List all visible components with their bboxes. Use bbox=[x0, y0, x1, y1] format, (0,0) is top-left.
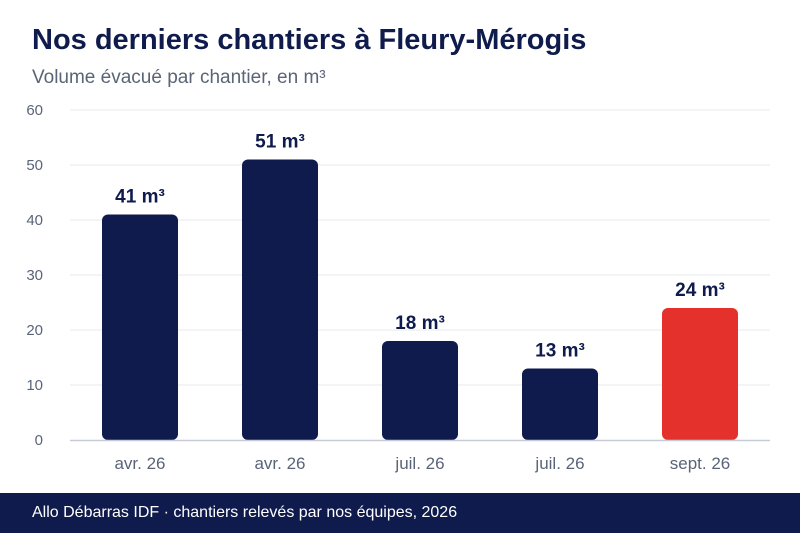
bar-chart: 0 10 20 30 40 50 60 41 m³ avr. 26 51 m³ avr. 26 18 … bbox=[26, 102, 770, 473]
y-tick-label: 40 bbox=[26, 212, 43, 229]
bar bbox=[662, 308, 738, 440]
data-label: 18 m³ bbox=[395, 313, 445, 334]
bar bbox=[102, 214, 178, 440]
y-tick-label: 10 bbox=[26, 377, 43, 394]
x-tick-label: avr. 26 bbox=[254, 454, 305, 473]
data-label: 13 m³ bbox=[535, 341, 585, 362]
x-tick-label: sept. 26 bbox=[670, 454, 731, 473]
y-tick-label: 60 bbox=[26, 102, 43, 119]
x-tick-label: juil. 26 bbox=[394, 454, 444, 473]
data-label: 41 m³ bbox=[115, 187, 165, 208]
bar bbox=[522, 368, 598, 440]
y-tick-label: 0 bbox=[35, 432, 43, 449]
y-tick-label: 50 bbox=[26, 157, 43, 174]
chart-title: Nos derniers chantiers à Fleury-Mérogis bbox=[32, 24, 587, 56]
footer-source: Allo Débarras IDF · chantiers relevés pa… bbox=[32, 504, 458, 521]
footer-bar: Allo Débarras IDF · chantiers relevés pa… bbox=[0, 493, 800, 533]
chart-subtitle: Volume évacué par chantier, en m³ bbox=[32, 67, 326, 88]
data-label: 51 m³ bbox=[255, 132, 305, 153]
y-tick-label: 30 bbox=[26, 267, 43, 284]
x-tick-label: avr. 26 bbox=[114, 454, 165, 473]
data-label: 24 m³ bbox=[675, 280, 725, 301]
x-tick-label: juil. 26 bbox=[534, 454, 584, 473]
bar bbox=[242, 159, 318, 440]
bar bbox=[382, 341, 458, 440]
y-tick-label: 20 bbox=[26, 322, 43, 339]
